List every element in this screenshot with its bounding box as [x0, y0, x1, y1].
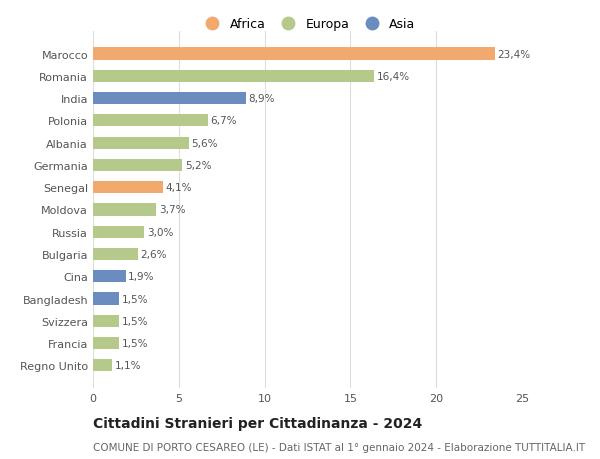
Bar	[93, 93, 246, 105]
Text: 2,6%: 2,6%	[140, 249, 167, 259]
Text: 3,0%: 3,0%	[147, 227, 173, 237]
Text: 1,1%: 1,1%	[115, 361, 141, 370]
Text: 3,7%: 3,7%	[159, 205, 185, 215]
Bar	[93, 270, 125, 283]
Bar	[93, 48, 494, 61]
Text: 1,9%: 1,9%	[128, 272, 155, 282]
Text: 5,6%: 5,6%	[191, 138, 218, 148]
Text: 1,5%: 1,5%	[121, 316, 148, 326]
Text: COMUNE DI PORTO CESAREO (LE) - Dati ISTAT al 1° gennaio 2024 - Elaborazione TUTT: COMUNE DI PORTO CESAREO (LE) - Dati ISTA…	[93, 442, 585, 452]
Bar	[93, 71, 374, 83]
Bar	[93, 226, 145, 238]
Text: 23,4%: 23,4%	[497, 50, 530, 59]
Bar	[93, 293, 119, 305]
Bar	[93, 159, 182, 172]
Bar	[93, 359, 112, 372]
Text: 4,1%: 4,1%	[166, 183, 193, 193]
Text: 5,2%: 5,2%	[185, 161, 211, 171]
Text: 1,5%: 1,5%	[121, 338, 148, 348]
Bar	[93, 115, 208, 127]
Legend: Africa, Europa, Asia: Africa, Europa, Asia	[194, 13, 421, 36]
Text: 16,4%: 16,4%	[377, 72, 410, 82]
Bar	[93, 137, 189, 150]
Text: 1,5%: 1,5%	[121, 294, 148, 304]
Bar	[93, 204, 157, 216]
Bar	[93, 337, 119, 349]
Text: 8,9%: 8,9%	[248, 94, 275, 104]
Bar	[93, 315, 119, 327]
Text: 6,7%: 6,7%	[211, 116, 237, 126]
Text: Cittadini Stranieri per Cittadinanza - 2024: Cittadini Stranieri per Cittadinanza - 2…	[93, 416, 422, 430]
Bar	[93, 248, 137, 261]
Bar	[93, 182, 163, 194]
